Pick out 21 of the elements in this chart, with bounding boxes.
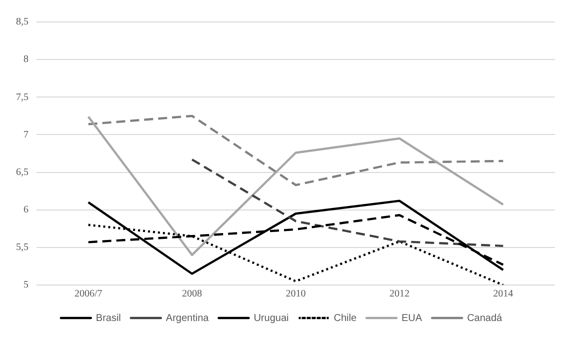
x-tick-label: 2006/7 bbox=[74, 288, 102, 300]
legend-label: Argentina bbox=[166, 312, 210, 324]
line-series bbox=[87, 114, 504, 186]
y-tick-label: 7 bbox=[24, 129, 28, 140]
legend-label: Chile bbox=[334, 312, 357, 324]
y-tick-label: 8 bbox=[24, 54, 28, 66]
legend-label: Uruguai bbox=[254, 312, 289, 324]
y-tick-label: 5 bbox=[24, 280, 28, 291]
y-tick-label: 5,5 bbox=[16, 242, 28, 254]
legend-label: Canadá bbox=[467, 312, 503, 324]
line-series bbox=[190, 158, 504, 248]
legend-label: Brasil bbox=[96, 312, 121, 324]
x-tick-label: 2012 bbox=[389, 288, 410, 300]
y-tick-label: 6 bbox=[24, 204, 28, 216]
legend-label: EUA bbox=[402, 312, 422, 324]
y-tick-label: 6,5 bbox=[16, 166, 28, 178]
x-tick-label: 2014 bbox=[493, 288, 514, 300]
y-tick-label: 7,5 bbox=[16, 92, 28, 103]
x-tick-label: 2010 bbox=[286, 288, 306, 300]
x-tick-label: 2008 bbox=[182, 288, 202, 300]
y-tick-label: 8,5 bbox=[16, 16, 28, 28]
